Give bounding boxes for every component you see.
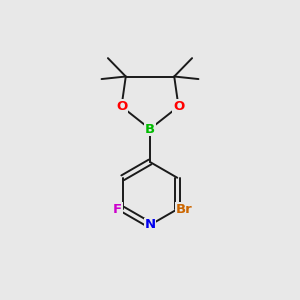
- Text: B: B: [145, 122, 155, 136]
- Text: O: O: [173, 100, 184, 113]
- Text: N: N: [144, 218, 156, 232]
- Text: Br: Br: [176, 203, 192, 216]
- Text: F: F: [113, 203, 122, 216]
- Text: O: O: [116, 100, 127, 113]
